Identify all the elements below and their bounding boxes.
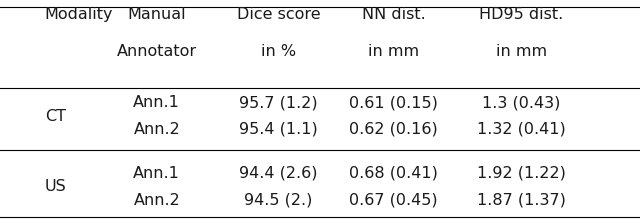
Text: in mm: in mm [496, 44, 547, 59]
Text: 1.92 (1.22): 1.92 (1.22) [477, 166, 566, 181]
Text: 1.87 (1.37): 1.87 (1.37) [477, 192, 566, 208]
Text: 1.3 (0.43): 1.3 (0.43) [483, 95, 561, 110]
Text: 0.62 (0.16): 0.62 (0.16) [349, 122, 438, 137]
Text: 95.7 (1.2): 95.7 (1.2) [239, 95, 317, 110]
Text: Ann.1: Ann.1 [133, 95, 180, 110]
Text: 0.68 (0.41): 0.68 (0.41) [349, 166, 438, 181]
Text: Ann.2: Ann.2 [133, 122, 180, 137]
Text: 94.5 (2.): 94.5 (2.) [244, 192, 312, 208]
Text: 0.61 (0.15): 0.61 (0.15) [349, 95, 438, 110]
Text: Dice score: Dice score [237, 7, 320, 22]
Text: 94.4 (2.6): 94.4 (2.6) [239, 166, 317, 181]
Text: in mm: in mm [368, 44, 419, 59]
Text: 0.67 (0.45): 0.67 (0.45) [349, 192, 438, 208]
Text: NN dist.: NN dist. [362, 7, 426, 22]
Text: Manual: Manual [127, 7, 186, 22]
Text: 1.32 (0.41): 1.32 (0.41) [477, 122, 566, 137]
Text: Ann.1: Ann.1 [133, 166, 180, 181]
Text: CT: CT [45, 109, 66, 124]
Text: Modality: Modality [45, 7, 113, 22]
Text: Ann.2: Ann.2 [133, 192, 180, 208]
Text: HD95 dist.: HD95 dist. [479, 7, 564, 22]
Text: 95.4 (1.1): 95.4 (1.1) [239, 122, 318, 137]
Text: in %: in % [261, 44, 296, 59]
Text: US: US [45, 179, 67, 194]
Text: Annotator: Annotator [116, 44, 197, 59]
